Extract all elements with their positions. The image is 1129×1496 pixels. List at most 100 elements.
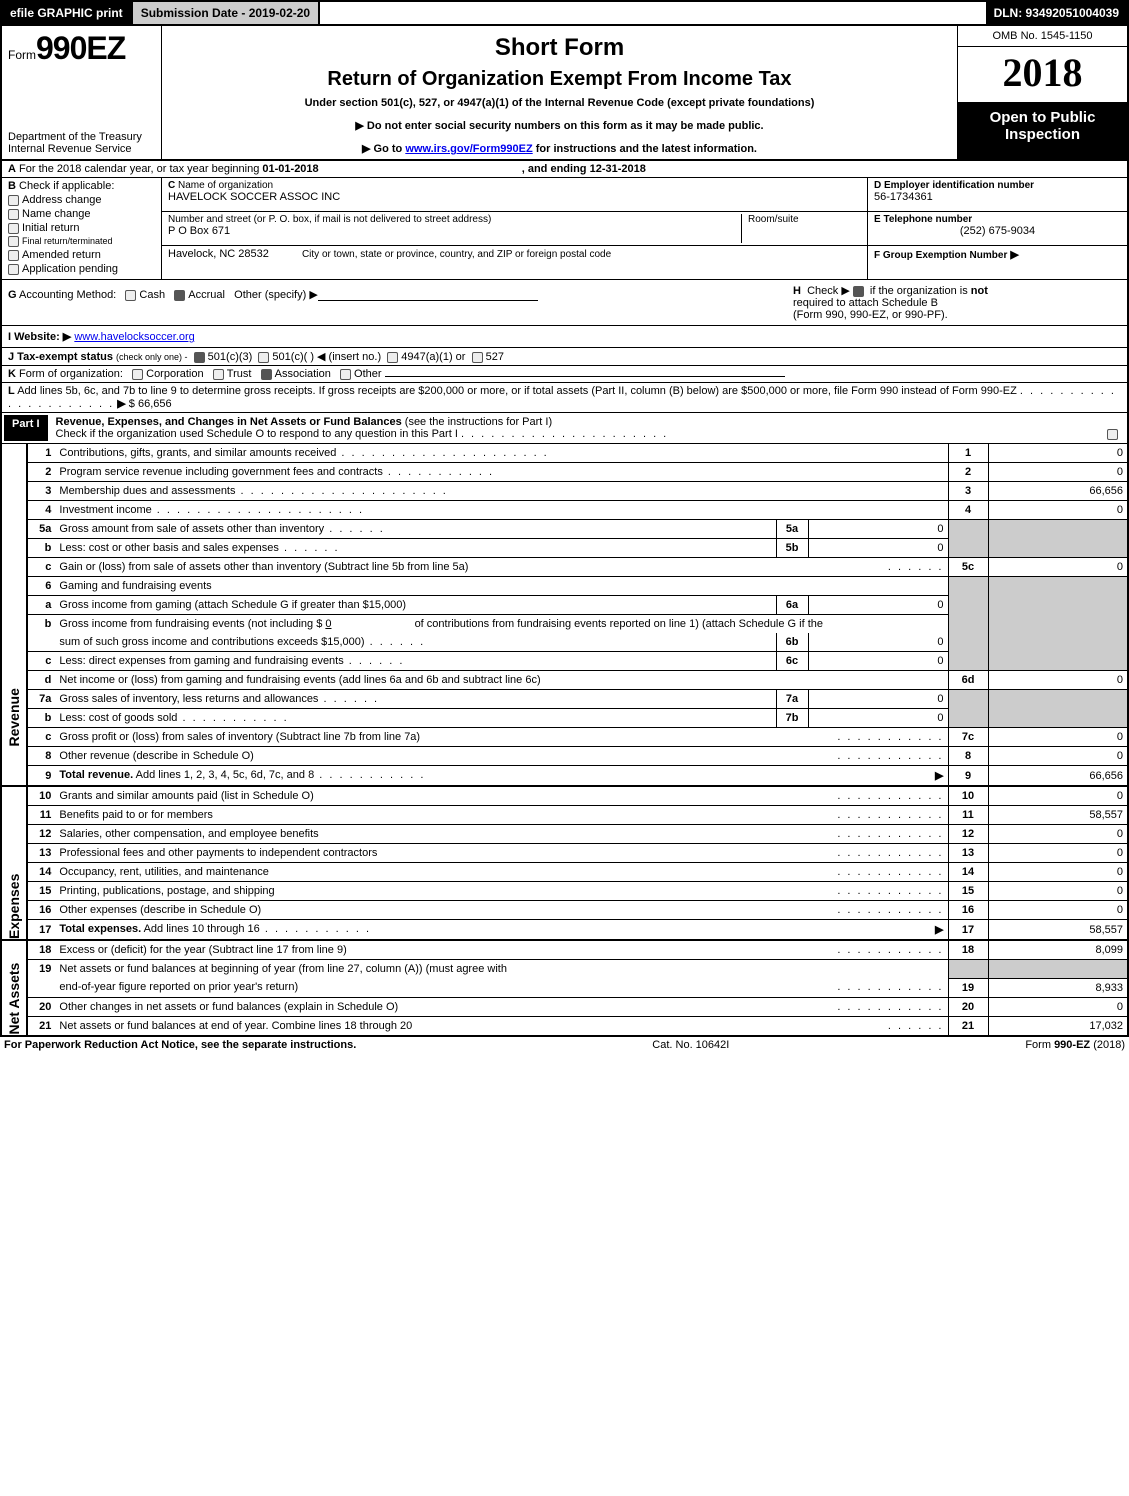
f-label: F Group Exemption Number [874, 250, 1007, 261]
submission-date-label: Submission Date - 2019-02-20 [131, 2, 320, 24]
right-num: 11 [948, 806, 988, 825]
radio-icon[interactable] [174, 290, 185, 301]
line-num: 6 [27, 577, 55, 596]
line-desc-2: end-of-year figure reported on prior yea… [59, 981, 298, 993]
line-num: b [27, 539, 55, 558]
radio-icon[interactable] [125, 290, 136, 301]
footer-left: For Paperwork Reduction Act Notice, see … [4, 1039, 356, 1051]
return-title: Return of Organization Exempt From Incom… [168, 68, 951, 91]
radio-icon[interactable] [258, 352, 269, 363]
chk-initial-return: Initial return [22, 222, 79, 234]
radio-icon[interactable] [261, 369, 272, 380]
line-desc: Excess or (deficit) for the year (Subtra… [59, 944, 346, 956]
part-1-table: Revenue 1 Contributions, gifts, grants, … [0, 444, 1129, 1037]
radio-icon[interactable] [132, 369, 143, 380]
checkbox-icon[interactable] [8, 195, 19, 206]
form-header: Form 990EZ Department of the Treasury In… [0, 26, 1129, 161]
grey-cell [948, 960, 988, 979]
dots [837, 904, 943, 916]
sub-num: 5b [776, 539, 808, 558]
right-val: 0 [988, 463, 1128, 482]
right-val: 0 [988, 501, 1128, 520]
ssn-warning-text: Do not enter social security numbers on … [367, 120, 764, 132]
checkbox-icon[interactable] [8, 223, 19, 234]
other-blank[interactable] [318, 300, 538, 301]
block-def: D Employer identification number 56-1734… [867, 178, 1127, 279]
k-opt-1: Trust [227, 368, 252, 380]
right-num: 5c [948, 558, 988, 577]
j-opt-1: 501(c)( ) ◀ (insert no.) [272, 351, 381, 363]
h-text3: required to attach Schedule B [793, 297, 938, 309]
line-i: I Website: ▶ www.havelocksoccer.org [0, 326, 1129, 348]
line-desc: Contributions, gifts, grants, and simila… [59, 447, 336, 459]
right-val: 0 [988, 844, 1128, 863]
website-link[interactable]: www.havelocksoccer.org [74, 331, 194, 343]
arrow-icon: ▶ [117, 398, 125, 410]
chk-final-return: Final return/terminated [22, 236, 113, 246]
line-desc-2: of contributions from fundraising events… [415, 618, 823, 630]
k-other-blank[interactable] [385, 376, 785, 377]
chk-application-pending: Application pending [22, 263, 118, 275]
dots [837, 809, 943, 821]
dots [837, 866, 943, 878]
footer-right: Form 990-EZ (2018) [1025, 1039, 1125, 1051]
sub-val: 0 [808, 709, 948, 728]
right-val: 8,099 [988, 940, 1128, 960]
line-desc: Net assets or fund balances at beginning… [59, 963, 507, 975]
line-desc-2: Add lines 1, 2, 3, 4, 5c, 6d, 7c, and 8 [133, 769, 314, 781]
dots [152, 504, 364, 516]
right-num: 4 [948, 501, 988, 520]
irs-link[interactable]: www.irs.gov/Form990EZ [405, 143, 532, 155]
b-label: B [8, 180, 16, 192]
line-desc: Gain or (loss) from sale of assets other… [59, 561, 468, 573]
checkbox-icon[interactable] [853, 286, 864, 297]
line-desc: Less: cost of goods sold [59, 712, 177, 724]
dots [318, 693, 379, 705]
radio-icon[interactable] [213, 369, 224, 380]
checkbox-icon[interactable] [8, 236, 19, 247]
footer-form-num: 990-EZ [1054, 1039, 1090, 1051]
checkbox-icon[interactable] [8, 264, 19, 275]
checkbox-icon[interactable] [8, 250, 19, 261]
dln-label: DLN: 93492051004039 [986, 2, 1127, 24]
i-label: I Website: ▶ [8, 331, 71, 343]
l-label: L [8, 385, 15, 397]
radio-icon[interactable] [340, 369, 351, 380]
checkbox-icon[interactable] [1107, 429, 1118, 440]
room-suite-label: Room/suite [741, 214, 861, 243]
efile-print-label: efile GRAPHIC print [2, 2, 131, 24]
arrow-icon: ▶ [355, 120, 363, 132]
sub-num: 6c [776, 652, 808, 671]
dots [336, 447, 548, 459]
right-num: 13 [948, 844, 988, 863]
radio-icon[interactable] [194, 352, 205, 363]
radio-icon[interactable] [472, 352, 483, 363]
line-desc: Program service revenue including govern… [59, 466, 382, 478]
dots [837, 847, 943, 859]
dots [279, 542, 340, 554]
form-word: Form [8, 48, 36, 62]
ssn-warning: ▶ Do not enter social security numbers o… [168, 119, 951, 132]
org-city: Havelock, NC 28532 [168, 248, 269, 260]
line-num: 3 [27, 482, 55, 501]
sub-val: 0 [808, 539, 948, 558]
h-label: H [793, 285, 801, 297]
grey-cell [988, 577, 1128, 671]
part-1-title: Revenue, Expenses, and Changes in Net As… [56, 416, 402, 428]
dots [461, 428, 668, 440]
opt-cash: Cash [139, 289, 165, 301]
right-num: 2 [948, 463, 988, 482]
addr-label: Number and street (or P. O. box, if mail… [168, 214, 741, 225]
j-opt-2: 4947(a)(1) or [401, 351, 465, 363]
line-num: 20 [27, 997, 55, 1016]
line-num: 2 [27, 463, 55, 482]
right-val: 0 [988, 747, 1128, 766]
right-num: 17 [948, 920, 988, 941]
sub-num: 6b [776, 633, 808, 652]
line-desc: Gross sales of inventory, less returns a… [59, 693, 318, 705]
line-num: b [27, 615, 55, 634]
line-num: 13 [27, 844, 55, 863]
radio-icon[interactable] [387, 352, 398, 363]
checkbox-icon[interactable] [8, 209, 19, 220]
short-form-title: Short Form [168, 34, 951, 62]
